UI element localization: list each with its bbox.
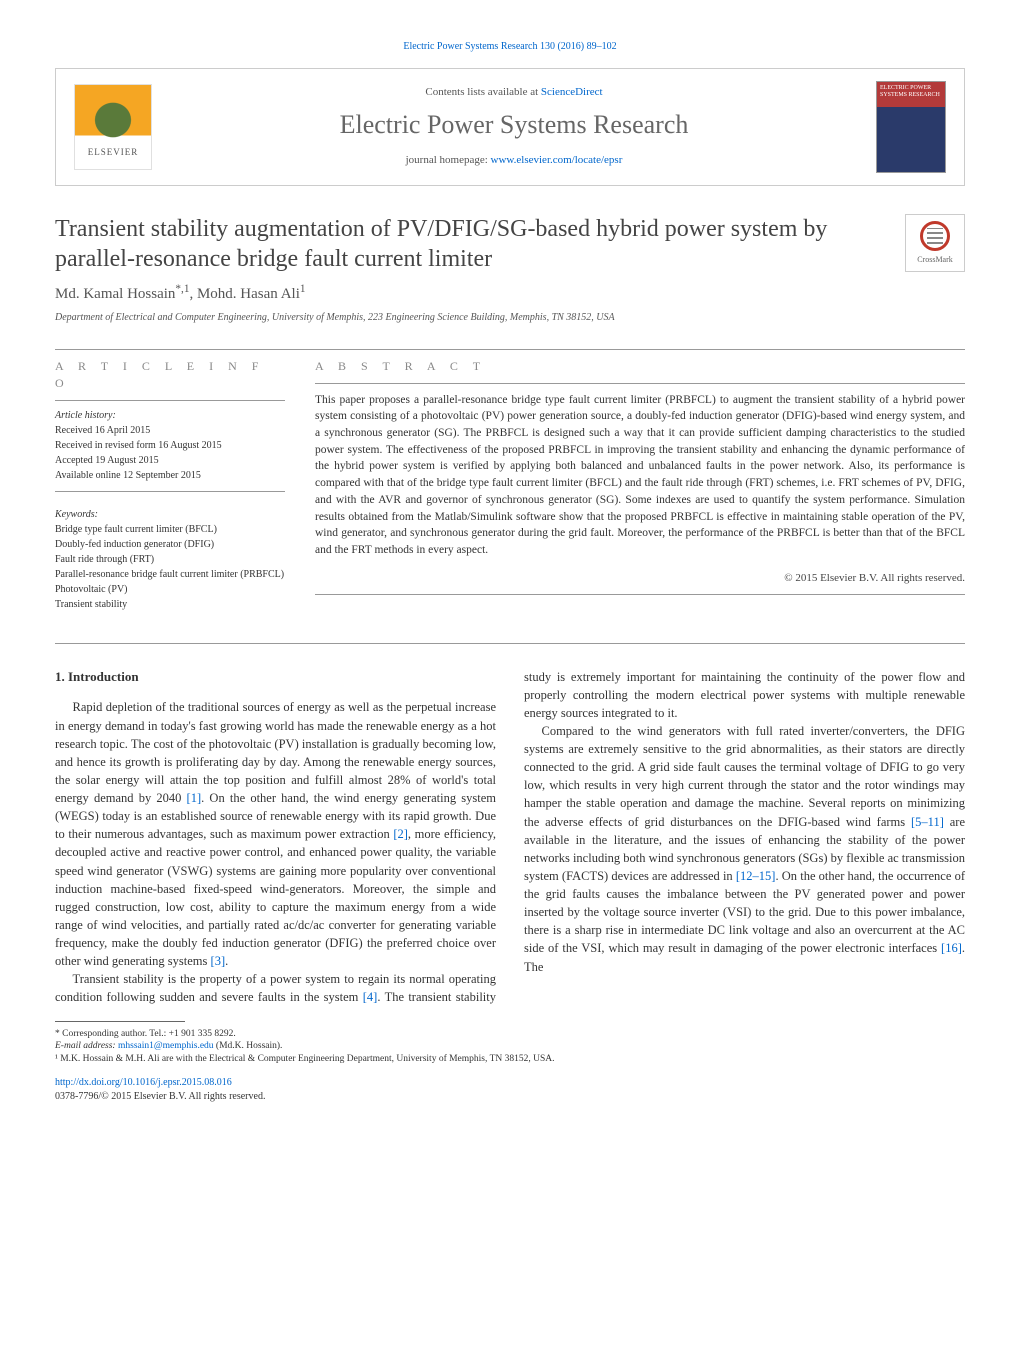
email-label: E-mail address: (55, 1041, 118, 1051)
crossmark-badge[interactable]: CrossMark (905, 214, 965, 272)
body-text: 1. Introduction Rapid depletion of the t… (55, 668, 965, 1007)
article-title: Transient stability augmentation of PV/D… (55, 214, 889, 274)
top-citation-link[interactable]: Electric Power Systems Research 130 (201… (403, 41, 616, 52)
keyword: Fault ride through (FRT) (55, 553, 285, 567)
header-center: Contents lists available at ScienceDirec… (170, 85, 858, 168)
citation-link[interactable]: [16] (941, 941, 962, 955)
top-divider (55, 349, 965, 350)
info-divider-2 (55, 491, 285, 492)
tree-icon (88, 96, 138, 144)
abstract-divider-1 (315, 383, 965, 384)
body-paragraph-3: Compared to the wind generators with ful… (524, 722, 965, 976)
corresponding-note: * Corresponding author. Tel.: +1 901 335… (55, 1028, 965, 1041)
citation-link[interactable]: [4] (363, 990, 378, 1004)
contents-prefix: Contents lists available at (425, 86, 540, 98)
author-1: Md. Kamal Hossain (55, 286, 175, 302)
body-paragraph-1: Rapid depletion of the traditional sourc… (55, 698, 496, 970)
journal-cover: ELECTRIC POWER SYSTEMS RESEARCH (876, 81, 946, 173)
footnotes: * Corresponding author. Tel.: +1 901 335… (55, 1028, 965, 1066)
history-accepted: Accepted 19 August 2015 (55, 454, 285, 468)
homepage-link[interactable]: www.elsevier.com/locate/epsr (491, 154, 623, 166)
citation-link[interactable]: [1] (187, 791, 202, 805)
citation-link[interactable]: [5–11] (911, 815, 944, 829)
cover-title: ELECTRIC POWER SYSTEMS RESEARCH (880, 85, 942, 98)
history-revised: Received in revised form 16 August 2015 (55, 439, 285, 453)
citation-link[interactable]: [3] (211, 954, 226, 968)
abstract-copyright: © 2015 Elsevier B.V. All rights reserved… (315, 571, 965, 586)
sciencedirect-link[interactable]: ScienceDirect (541, 86, 603, 98)
homepage-line: journal homepage: www.elsevier.com/locat… (170, 153, 858, 168)
mid-divider (55, 643, 965, 644)
abstract-divider-2 (315, 594, 965, 595)
keywords-label: Keywords: (55, 508, 285, 522)
author-2-sup: 1 (300, 283, 306, 295)
citation-link[interactable]: [2] (393, 827, 408, 841)
keyword: Doubly-fed induction generator (DFIG) (55, 538, 285, 552)
keyword: Photovoltaic (PV) (55, 583, 285, 597)
email-suffix: (Md.K. Hossain). (214, 1041, 283, 1051)
history-block: Article history: Received 16 April 2015 … (55, 409, 285, 483)
doi-block: http://dx.doi.org/10.1016/j.epsr.2015.08… (55, 1076, 965, 1104)
publisher-logo-text: ELSEVIER (88, 146, 139, 159)
affiliation: Department of Electrical and Computer En… (55, 311, 965, 325)
publisher-logo: ELSEVIER (74, 84, 152, 170)
doi-link[interactable]: http://dx.doi.org/10.1016/j.epsr.2015.08… (55, 1077, 232, 1088)
keyword: Parallel-resonance bridge fault current … (55, 568, 285, 582)
section-1-heading: 1. Introduction (55, 668, 496, 687)
keyword: Transient stability (55, 598, 285, 612)
author-1-sup: *,1 (175, 283, 189, 295)
crossmark-icon (920, 221, 950, 251)
journal-name: Electric Power Systems Research (170, 107, 858, 143)
homepage-prefix: journal homepage: (406, 154, 491, 166)
abstract-column: A B S T R A C T This paper proposes a pa… (315, 358, 965, 613)
article-info-heading: A R T I C L E I N F O (55, 358, 285, 392)
top-citation: Electric Power Systems Research 130 (201… (55, 40, 965, 54)
history-label: Article history: (55, 409, 285, 423)
article-info: A R T I C L E I N F O Article history: R… (55, 358, 285, 613)
history-online: Available online 12 September 2015 (55, 469, 285, 483)
keyword: Bridge type fault current limiter (BFCL) (55, 523, 285, 537)
email-line: E-mail address: mhssain1@memphis.edu (Md… (55, 1040, 965, 1053)
page-root: Electric Power Systems Research 130 (201… (0, 0, 1020, 1134)
contents-line: Contents lists available at ScienceDirec… (170, 85, 858, 100)
journal-header: ELSEVIER Contents lists available at Sci… (55, 68, 965, 186)
footnote-rule (55, 1021, 185, 1022)
affiliation-note: ¹ M.K. Hossain & M.H. Ali are with the E… (55, 1053, 965, 1066)
abstract-heading: A B S T R A C T (315, 358, 965, 375)
info-divider-1 (55, 400, 285, 401)
info-abstract-row: A R T I C L E I N F O Article history: R… (55, 358, 965, 613)
crossmark-label: CrossMark (917, 254, 953, 265)
history-received: Received 16 April 2015 (55, 424, 285, 438)
email-link[interactable]: mhssain1@memphis.edu (118, 1041, 214, 1051)
keywords-block: Keywords: Bridge type fault current limi… (55, 508, 285, 612)
citation-link[interactable]: [12–15] (736, 869, 776, 883)
authors: Md. Kamal Hossain*,1, Mohd. Hasan Ali1 (55, 282, 965, 305)
abstract-text: This paper proposes a parallel-resonance… (315, 392, 965, 559)
issn-line: 0378-7796/© 2015 Elsevier B.V. All right… (55, 1091, 265, 1102)
title-row: Transient stability augmentation of PV/D… (55, 214, 965, 274)
author-2: , Mohd. Hasan Ali (189, 286, 299, 302)
